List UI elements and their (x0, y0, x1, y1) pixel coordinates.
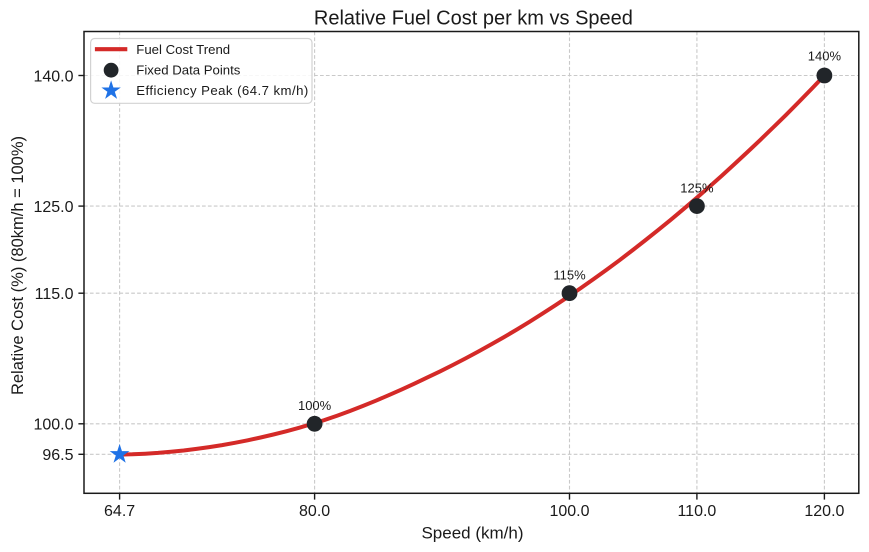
svg-text:100.0: 100.0 (33, 417, 73, 434)
svg-text:Fixed Data Points: Fixed Data Points (136, 63, 240, 78)
svg-text:64.7: 64.7 (104, 503, 135, 520)
svg-text:Speed (km/h): Speed (km/h) (421, 524, 523, 543)
svg-text:140%: 140% (808, 48, 842, 63)
svg-text:Fuel Cost Trend: Fuel Cost Trend (136, 42, 230, 57)
svg-text:120.0: 120.0 (804, 503, 844, 520)
svg-text:125.0: 125.0 (33, 199, 73, 216)
svg-text:115.0: 115.0 (35, 286, 74, 303)
svg-text:100.0: 100.0 (549, 503, 589, 520)
svg-text:Efficiency Peak (64.7 km/h): Efficiency Peak (64.7 km/h) (136, 83, 308, 98)
svg-text:125%: 125% (680, 180, 714, 195)
svg-text:140.0: 140.0 (33, 68, 73, 85)
svg-text:Relative Fuel Cost per km vs S: Relative Fuel Cost per km vs Speed (314, 8, 633, 30)
svg-text:115%: 115% (553, 267, 586, 282)
svg-text:80.0: 80.0 (299, 503, 330, 520)
svg-text:96.5: 96.5 (42, 447, 73, 464)
svg-text:100%: 100% (298, 398, 332, 413)
svg-text:110.0: 110.0 (677, 503, 716, 520)
svg-text:Relative Cost (%) (80km/h = 10: Relative Cost (%) (80km/h = 100%) (9, 136, 27, 395)
